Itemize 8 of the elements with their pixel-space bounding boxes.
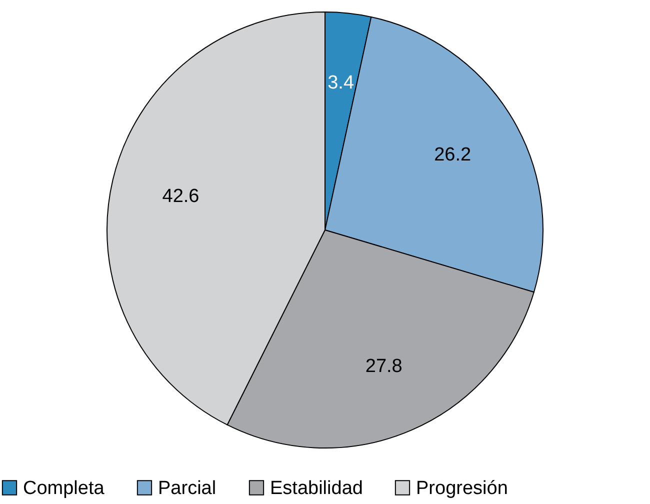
legend-label: Parcial [158,478,216,499]
legend-label: Progresión [416,478,508,499]
data-label: 27.8 [365,356,402,378]
data-label: 42.6 [162,186,200,207]
data-label: 26.2 [434,144,472,166]
legend-label: Estabilidad [270,478,363,499]
legend-label: Completa [23,478,105,499]
data-label: 3.4 [328,72,354,94]
